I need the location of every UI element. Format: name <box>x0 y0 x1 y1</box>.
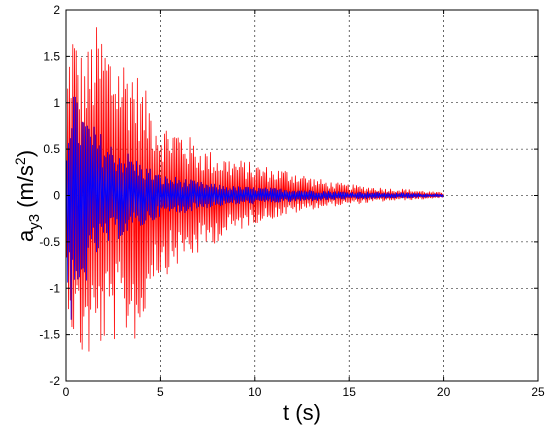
y-tick-label: 1 <box>53 96 60 110</box>
ticks: 0 5 10 15 20 25 -2 -1.5 -1 -0.5 0 0.5 1 1.5 2 <box>39 3 545 399</box>
series-line-2 <box>65 96 444 320</box>
y-tick-label: 0 <box>53 189 60 203</box>
series-line-1 <box>65 27 444 352</box>
y-axis-label: ay3 (m/s2) <box>12 150 43 242</box>
x-tick-label: 0 <box>63 385 70 399</box>
x-tick-label: 15 <box>343 385 357 399</box>
x-tick-label: 25 <box>531 385 545 399</box>
y-tick-label: -1.5 <box>39 328 60 342</box>
x-axis-label: t (s) <box>283 400 321 425</box>
y-tick-label: 0.5 <box>43 142 60 156</box>
y-tick-label: 1.5 <box>43 49 60 63</box>
x-tick-label: 5 <box>157 385 164 399</box>
x-tick-label: 20 <box>437 385 451 399</box>
y-tick-label: -1 <box>49 281 60 295</box>
y-tick-label: 2 <box>53 3 60 17</box>
y-tick-label: -2 <box>49 374 60 388</box>
y-tick-label: -0.5 <box>39 235 60 249</box>
series-group <box>65 27 444 352</box>
x-tick-label: 10 <box>248 385 262 399</box>
